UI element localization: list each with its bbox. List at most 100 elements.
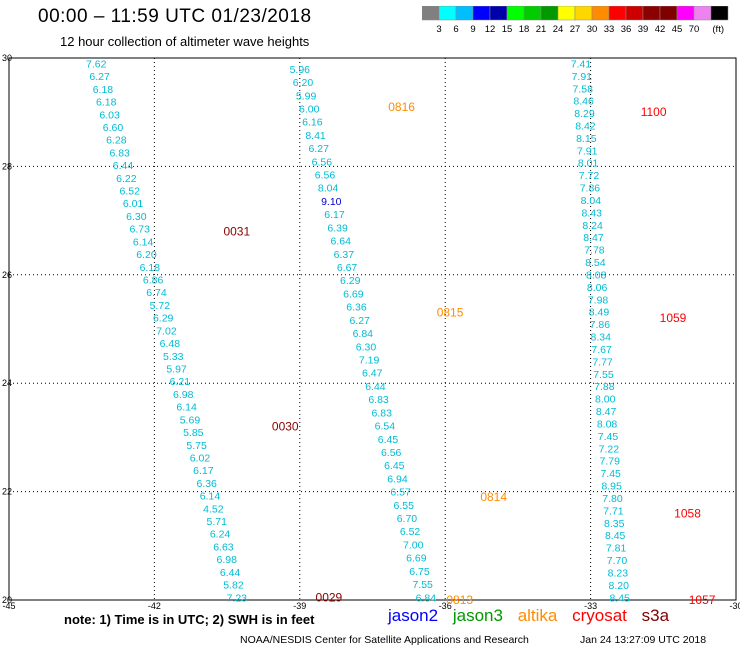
wave-height-value: 8.47 (596, 406, 617, 418)
wave-height-value: 6.14 (133, 236, 154, 248)
wave-height-value: 6.83 (371, 407, 392, 419)
wave-height-value: 5.71 (206, 516, 227, 528)
wave-height-value: 6.22 (116, 173, 137, 185)
wave-height-value: 7.23 (227, 592, 248, 604)
satellite-label-jason3: jason3 (452, 606, 503, 625)
wave-height-value: 6.56 (312, 156, 333, 168)
lat-tick-label: 24 (2, 378, 12, 388)
wave-height-value: 6.44 (365, 381, 386, 393)
wave-height-value: 7.91 (577, 145, 598, 157)
wave-height-value: 8.20 (609, 580, 630, 592)
credit-line: NOAA/NESDIS Center for Satellite Applica… (240, 634, 529, 646)
wave-height-value: 6.52 (400, 526, 421, 538)
pass-time-label: 0031 (223, 224, 250, 238)
satellite-label-cryosat: cryosat (572, 606, 627, 625)
wave-height-value: 7.81 (606, 543, 627, 555)
wave-height-value: 8.49 (589, 307, 610, 319)
wave-height-value: 7.91 (572, 71, 593, 83)
wave-height-value: 6.24 (210, 529, 231, 541)
wave-height-value: 7.41 (571, 58, 592, 70)
wave-height-value: 8.35 (604, 518, 625, 530)
wave-height-value: 5.96 (290, 64, 311, 76)
wave-height-value: 9.10 (321, 196, 342, 208)
wave-height-value: 6.70 (397, 513, 418, 525)
wave-height-value: 6.27 (89, 71, 110, 83)
wave-height-value: 6.00 (299, 103, 320, 115)
wave-height-value: 6.55 (394, 500, 415, 512)
wave-height-value: 8.41 (305, 130, 326, 142)
wave-height-value: 8.01 (578, 158, 599, 170)
wave-height-value: 6.20 (293, 77, 314, 89)
wave-height-value: 7.71 (603, 505, 624, 517)
wave-height-value: 8.45 (609, 592, 630, 604)
wave-height-value: 7.80 (602, 493, 623, 505)
wave-height-value: 6.48 (160, 338, 181, 350)
wave-height-value: 6.45 (384, 460, 405, 472)
legend-label: 27 (570, 24, 581, 35)
legend-label: 9 (470, 24, 475, 35)
wave-height-value: 6.30 (356, 341, 377, 353)
wave-height-value: 8.00 (595, 394, 616, 406)
wave-height-value: 6.83 (109, 147, 130, 159)
wave-height-value: 6.67 (337, 262, 358, 274)
wave-height-value: 4.52 (203, 503, 224, 515)
pass-time-label: 0030 (272, 420, 299, 434)
pass-time-label: 1059 (660, 311, 687, 325)
wave-height-value: 5.33 (163, 351, 184, 363)
wave-height-value: 8.45 (605, 530, 626, 542)
wave-height-value: 6.18 (140, 262, 161, 274)
wave-height-value: 7.02 (156, 325, 177, 337)
wave-height-value: 6.18 (96, 97, 117, 109)
wave-height-value: 6.37 (334, 249, 355, 261)
wave-height-value: 7.45 (598, 431, 619, 443)
pass-time-label: 0816 (388, 100, 415, 114)
map-frame (8, 57, 737, 601)
legend-label: 45 (672, 24, 683, 35)
wave-height-value: 6.75 (409, 566, 430, 578)
legend-label: 18 (519, 24, 530, 35)
legend-label: 24 (553, 24, 564, 35)
pass-time-label: 1057 (689, 593, 716, 607)
footnote: note: 1) Time is in UTC; 2) SWH is in fe… (64, 612, 315, 627)
lat-tick-label: 20 (2, 595, 12, 605)
lon-tick-label: -33 (584, 601, 597, 610)
wave-height-value: 6.45 (378, 434, 399, 446)
legend-unit: (ft) (712, 24, 724, 35)
wave-height-value: 6.83 (368, 394, 389, 406)
wave-height-value: 6.52 (119, 186, 140, 198)
wave-height-value: 5.75 (186, 440, 207, 452)
lon-tick-label: -36 (439, 601, 452, 610)
wave-height-value: 7.58 (572, 83, 593, 95)
pass-time-label: 0814 (480, 490, 507, 504)
wave-height-value: 8.34 (591, 332, 612, 344)
wave-height-value: 6.94 (387, 473, 408, 485)
wave-height-value: 7.86 (590, 319, 611, 331)
wave-height-value: 8.23 (608, 567, 629, 579)
lat-tick-label: 22 (2, 487, 12, 497)
satellite-label-jason2: jason2 (388, 606, 439, 625)
pass-time-label: 1058 (674, 506, 701, 520)
wave-height-value: 6.57 (390, 487, 411, 499)
wave-height-value: 6.56 (381, 447, 402, 459)
wave-height-value: 7.70 (607, 555, 628, 567)
wave-height-value: 6.17 (193, 465, 214, 477)
wave-height-value: 6.02 (190, 452, 211, 464)
lon-tick-label: -45 (2, 601, 15, 610)
lon-tick-label: -42 (148, 601, 161, 610)
legend-label: 33 (604, 24, 615, 35)
page-title: 00:00 – 11:59 UTC 01/23/2018 (38, 6, 312, 27)
wave-height-value: 7.79 (600, 456, 621, 468)
legend-swatch (710, 6, 729, 21)
wave-height-value: 7.22 (599, 443, 620, 455)
wave-height-value: 7.55 (593, 369, 614, 381)
wave-height-value: 6.74 (146, 287, 167, 299)
wave-height-value: 5.69 (180, 414, 201, 426)
pass-time-label: 0029 (316, 590, 343, 604)
wave-height-value: 8.47 (583, 232, 604, 244)
lat-tick-label: 30 (2, 53, 12, 63)
wave-height-value: 6.44 (113, 160, 134, 172)
wave-height-value: 6.18 (93, 84, 114, 96)
wave-height-value: 8.42 (575, 120, 596, 132)
wave-height-value: 6.69 (406, 553, 427, 565)
wave-height-value: 6.17 (324, 209, 345, 221)
